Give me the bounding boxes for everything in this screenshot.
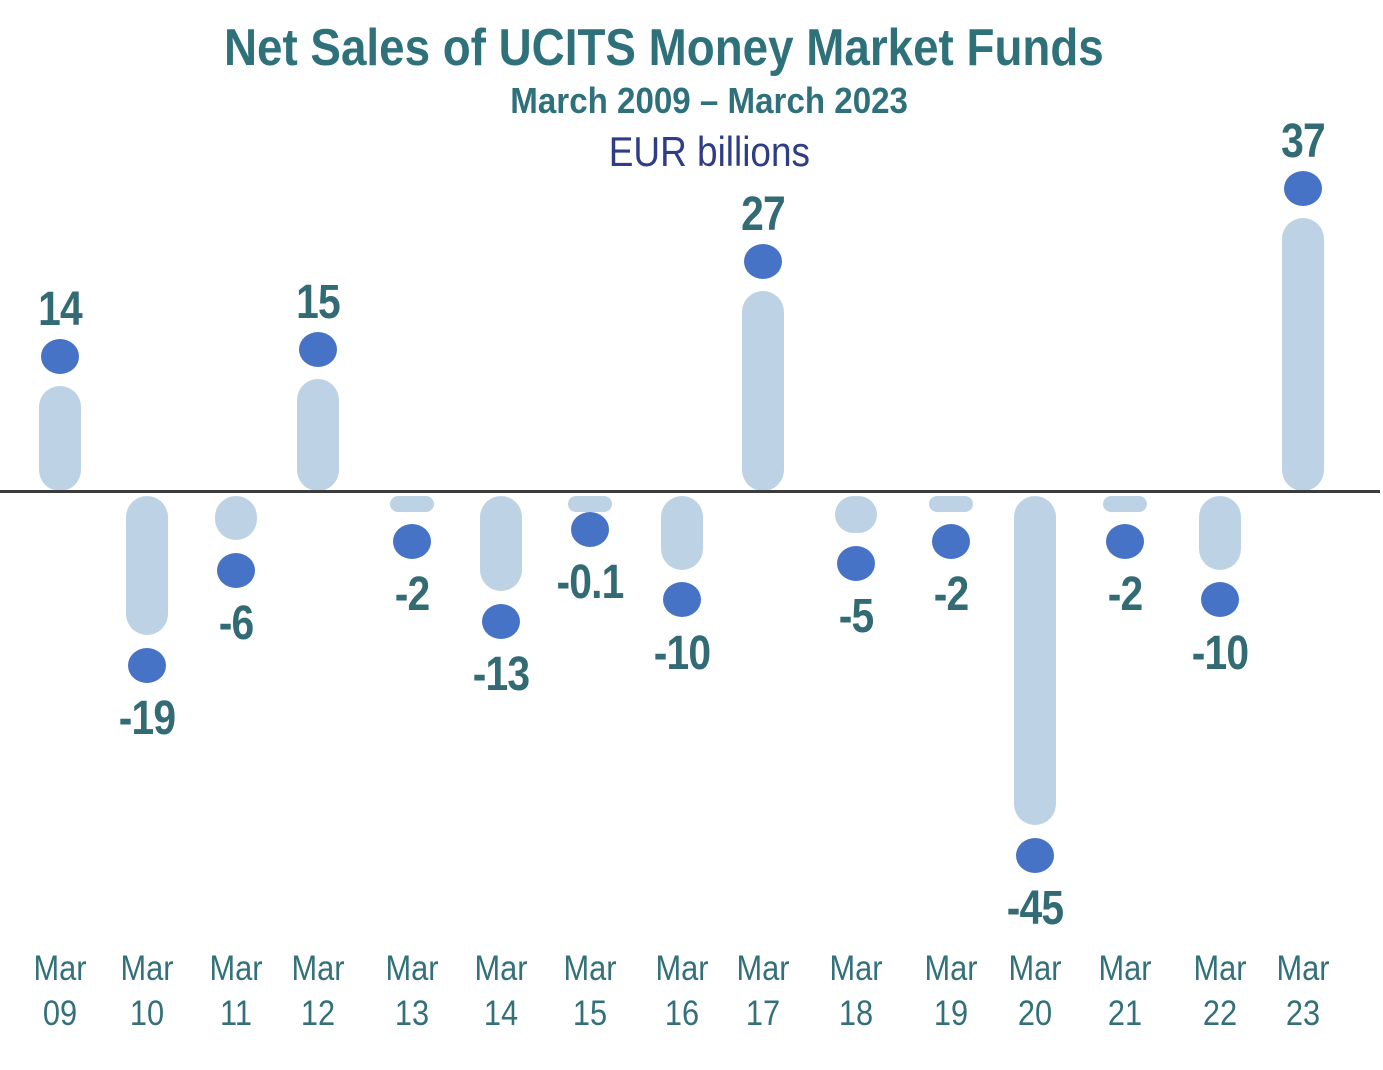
chart-title: Net Sales of UCITS Money Market Funds bbox=[0, 18, 1355, 78]
value-label: 27 bbox=[741, 188, 786, 242]
x-axis-label-year: 15 bbox=[572, 994, 608, 1033]
bar-capsule bbox=[1282, 218, 1324, 491]
value-label: -5 bbox=[838, 590, 874, 643]
data-point-circle bbox=[482, 603, 520, 639]
x-axis-label-year: 17 bbox=[745, 994, 781, 1033]
x-axis-label-year: 12 bbox=[300, 994, 336, 1033]
value-label: -6 bbox=[218, 597, 254, 651]
data-point-circle bbox=[837, 545, 875, 581]
bar-capsule bbox=[390, 496, 434, 512]
bar-capsule bbox=[929, 496, 973, 512]
x-axis-label-month: Mar bbox=[655, 949, 709, 988]
value-label: -10 bbox=[1191, 626, 1249, 680]
value-label: -10 bbox=[653, 626, 711, 680]
bar-capsule bbox=[835, 496, 877, 533]
data-point-circle bbox=[393, 523, 431, 559]
data-point-circle bbox=[128, 647, 166, 683]
x-axis-label-month: Mar bbox=[1098, 949, 1152, 988]
x-axis-label-year: 11 bbox=[220, 994, 252, 1033]
x-axis-label-year: 16 bbox=[664, 994, 700, 1033]
x-axis-label: Mar 17 bbox=[706, 946, 820, 1036]
x-axis-label: Mar 20 bbox=[978, 946, 1092, 1036]
x-axis-label-year: 21 bbox=[1107, 994, 1143, 1033]
bar-capsule bbox=[480, 496, 522, 592]
x-axis-label-month: Mar bbox=[563, 949, 617, 988]
x-axis-label-year: 13 bbox=[394, 994, 430, 1033]
value-label: 15 bbox=[296, 276, 341, 329]
x-axis-label-month: Mar bbox=[829, 949, 883, 988]
bar-capsule bbox=[568, 496, 612, 512]
x-axis-label-year: 09 bbox=[42, 994, 78, 1033]
value-label: -2 bbox=[394, 568, 430, 622]
x-axis-label-month: Mar bbox=[474, 949, 528, 988]
x-axis-label-month: Mar bbox=[924, 949, 978, 988]
value-label: -19 bbox=[118, 692, 176, 746]
data-point-circle bbox=[41, 338, 79, 374]
x-axis-label: Mar 12 bbox=[261, 946, 375, 1036]
x-axis-label-year: 23 bbox=[1285, 994, 1321, 1033]
bar-capsule bbox=[742, 291, 784, 491]
x-axis-label: Mar 16 bbox=[625, 946, 739, 1036]
data-point-circle bbox=[932, 523, 970, 559]
x-axis-label: Mar 10 bbox=[90, 946, 204, 1036]
bar-capsule bbox=[215, 496, 257, 541]
data-point-circle bbox=[217, 552, 255, 588]
chart-title-text: Net Sales of UCITS Money Market Funds bbox=[223, 19, 1104, 77]
data-point-circle bbox=[299, 331, 337, 367]
bar-capsule bbox=[1199, 496, 1241, 570]
bar-capsule bbox=[661, 496, 703, 570]
bar-capsule bbox=[1014, 496, 1056, 825]
x-axis-label-month: Mar bbox=[1008, 949, 1062, 988]
value-label: -2 bbox=[933, 568, 969, 622]
bar-capsule bbox=[39, 386, 81, 491]
chart-units-text: EUR billions bbox=[608, 128, 811, 175]
x-axis-label-month: Mar bbox=[1276, 949, 1330, 988]
x-axis-label-month: Mar bbox=[736, 949, 790, 988]
value-label: -13 bbox=[472, 648, 530, 702]
x-axis-label: Mar 11 bbox=[179, 946, 293, 1036]
bar-capsule bbox=[1103, 496, 1147, 512]
x-axis-label-month: Mar bbox=[33, 949, 87, 988]
data-point-circle bbox=[1201, 582, 1239, 617]
x-axis-label-month: Mar bbox=[291, 949, 345, 988]
x-axis-label: Mar 14 bbox=[444, 946, 558, 1036]
chart-subtitle-text: March 2009 – March 2023 bbox=[510, 80, 909, 121]
value-label: -0.1 bbox=[556, 556, 625, 609]
data-point-circle bbox=[744, 243, 782, 279]
data-point-circle bbox=[663, 582, 701, 617]
x-axis-label-year: 14 bbox=[483, 994, 519, 1033]
data-point-circle bbox=[1106, 523, 1144, 559]
x-axis-label: Mar 13 bbox=[355, 946, 469, 1036]
bar-capsule bbox=[126, 496, 168, 636]
x-axis-label: Mar 18 bbox=[799, 946, 913, 1036]
bar-capsule bbox=[297, 379, 339, 491]
data-point-circle bbox=[1284, 170, 1322, 206]
x-axis-label: Mar 22 bbox=[1163, 946, 1277, 1036]
x-axis-label-month: Mar bbox=[209, 949, 263, 988]
x-axis-label: Mar 19 bbox=[894, 946, 1008, 1036]
x-axis-label: Mar 09 bbox=[3, 946, 117, 1036]
x-axis-label-year: 20 bbox=[1017, 994, 1053, 1033]
x-axis-label: Mar 21 bbox=[1068, 946, 1182, 1036]
x-axis-label-year: 10 bbox=[129, 994, 165, 1033]
value-label: 37 bbox=[1281, 115, 1326, 169]
x-axis-label-month: Mar bbox=[1193, 949, 1247, 988]
x-axis-label-month: Mar bbox=[385, 949, 439, 988]
data-point-circle bbox=[571, 511, 609, 547]
x-axis-label-month: Mar bbox=[120, 949, 174, 988]
x-axis-label-year: 19 bbox=[933, 994, 969, 1033]
x-axis-label: Mar 15 bbox=[533, 946, 647, 1036]
value-label: -2 bbox=[1107, 568, 1143, 622]
x-axis-label-year: 22 bbox=[1202, 994, 1238, 1033]
x-axis-label: Mar 23 bbox=[1246, 946, 1360, 1036]
x-axis-label-year: 18 bbox=[838, 994, 874, 1033]
value-label: 14 bbox=[38, 283, 83, 337]
zero-axis-line bbox=[0, 490, 1380, 493]
value-label: -45 bbox=[1006, 882, 1064, 935]
chart-subtitle: March 2009 – March 2023 bbox=[18, 80, 1383, 122]
chart-units: EUR billions bbox=[18, 128, 1383, 176]
data-point-circle bbox=[1016, 837, 1054, 873]
